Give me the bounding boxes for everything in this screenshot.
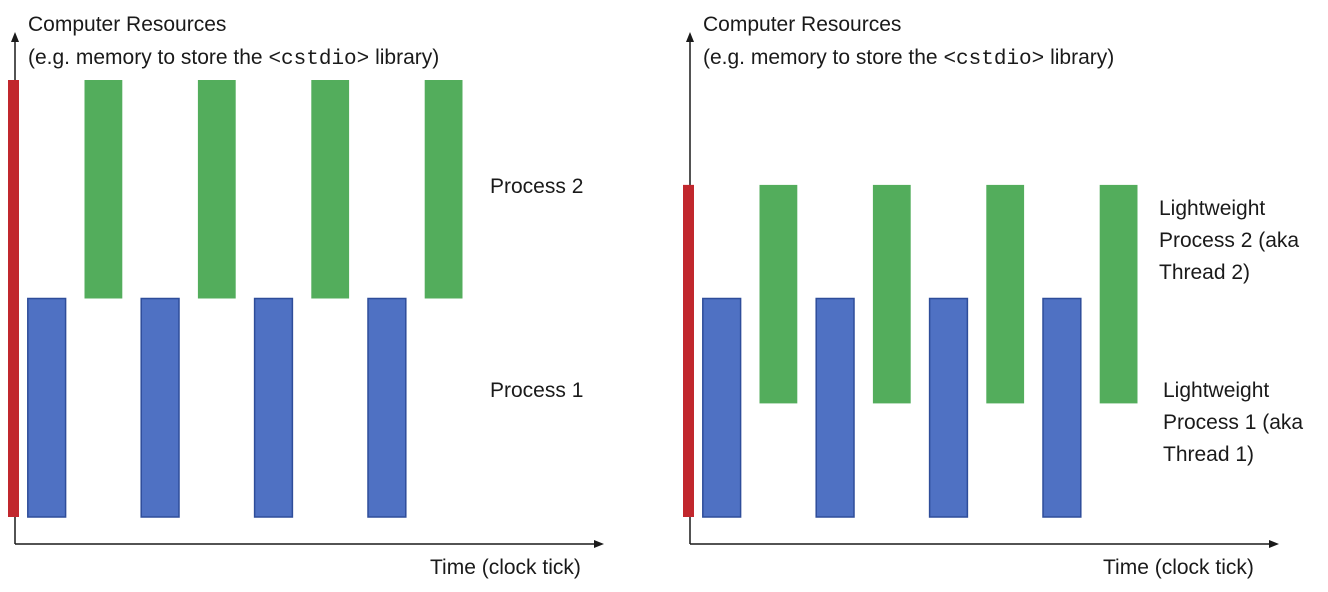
label-thread-1-line: Process 1 (aka xyxy=(1163,411,1304,434)
diagram-canvas-right xyxy=(683,32,1279,548)
y-axis-title-line1: Computer Resources xyxy=(703,13,902,36)
y-axis-title-line2: (e.g. memory to store the <cstdio> libra… xyxy=(28,41,439,76)
x-axis-label: Time (clock tick) xyxy=(1103,556,1254,579)
y-axis-title-pre: (e.g. memory to store the xyxy=(703,46,944,69)
diagram-processes: Computer Resources (e.g. memory to store… xyxy=(8,8,604,579)
process-1-bar xyxy=(27,297,67,518)
y-axis-arrowhead xyxy=(11,32,19,42)
label-thread-2: Lightweight Process 2 (aka Thread 2) xyxy=(1159,193,1299,289)
label-thread-1: Lightweight Process 1 (aka Thread 1) xyxy=(1163,375,1303,471)
bars-left xyxy=(8,80,463,518)
label-thread-2-line: Thread 2) xyxy=(1159,261,1251,284)
process-2-bar xyxy=(197,80,236,299)
y-axis-title-pre: (e.g. memory to store the xyxy=(28,46,269,69)
process-2-bar xyxy=(424,80,463,299)
y-axis-title-line1: Computer Resources xyxy=(28,13,227,36)
label-process-1: Process 1 xyxy=(490,379,584,402)
x-axis-arrowhead xyxy=(1269,540,1279,548)
process-2-bar xyxy=(759,184,798,404)
process-1-bar xyxy=(253,297,294,518)
y-axis-title-code: <cstdio> xyxy=(268,48,370,71)
process-2-bar xyxy=(311,80,350,299)
process-2-bar xyxy=(986,184,1025,404)
y-axis-title-code: <cstdio> xyxy=(943,48,1045,71)
x-axis-label: Time (clock tick) xyxy=(430,556,581,579)
y-axis-title-line2: (e.g. memory to store the <cstdio> libra… xyxy=(703,41,1114,76)
process-1-bar xyxy=(140,297,180,518)
bars-right xyxy=(683,184,1138,518)
label-thread-1-line: Lightweight xyxy=(1163,379,1270,402)
process-1-bar xyxy=(928,297,969,518)
y-axis-title-post: library) xyxy=(1044,46,1115,69)
label-thread-2-line: Lightweight xyxy=(1159,197,1266,220)
y-axis-title: Computer Resources (e.g. memory to store… xyxy=(703,8,1114,76)
process-2-bar xyxy=(872,184,911,404)
process-2-bar xyxy=(1099,184,1138,404)
y-axis-title: Computer Resources (e.g. memory to store… xyxy=(28,8,439,76)
y-axis-arrowhead xyxy=(686,32,694,42)
label-process-2: Process 2 xyxy=(490,175,584,198)
label-thread-1-line: Thread 1) xyxy=(1163,443,1255,466)
resource-bar xyxy=(8,80,19,517)
process-1-bar xyxy=(815,297,855,518)
process-1-bar xyxy=(367,297,407,518)
process-1-bar xyxy=(1042,297,1082,518)
process-1-bar xyxy=(702,297,742,518)
label-thread-2-line: Process 2 (aka xyxy=(1159,229,1300,252)
resource-bar xyxy=(683,184,694,517)
process-2-bar xyxy=(84,80,123,299)
y-axis-title-post: library) xyxy=(369,46,440,69)
diagram-threads: Computer Resources (e.g. memory to store… xyxy=(675,0,1328,592)
diagram-canvas-left xyxy=(8,32,604,548)
x-axis-arrowhead xyxy=(594,540,604,548)
